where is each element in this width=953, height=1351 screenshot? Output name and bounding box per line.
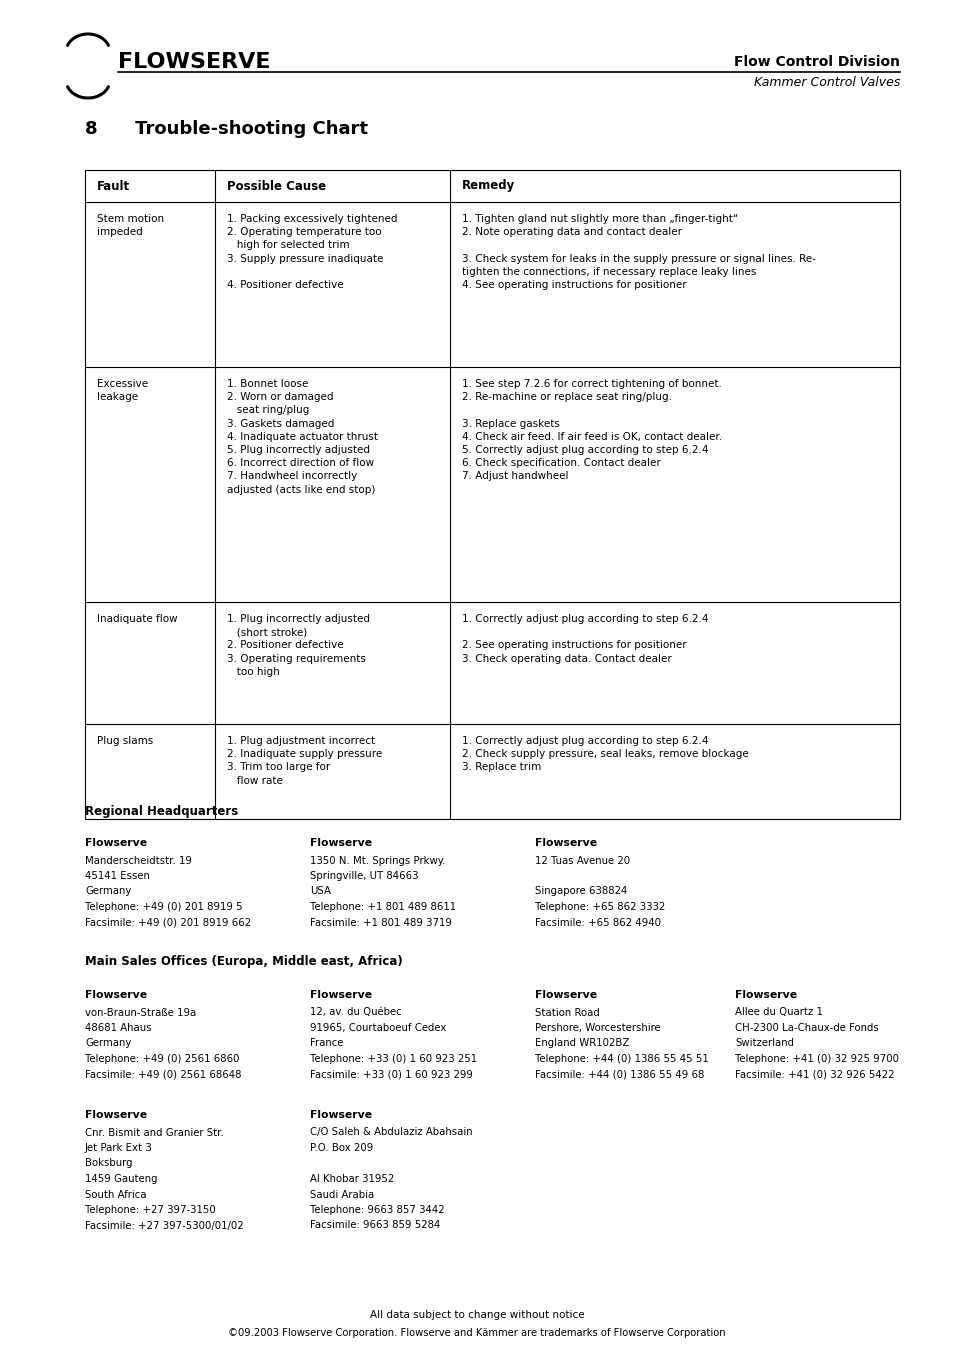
Text: 1. Plug adjustment incorrect
2. Inadiquate supply pressure
3. Trim too large for: 1. Plug adjustment incorrect 2. Inadiqua… <box>227 736 382 785</box>
Text: 1350 N. Mt. Springs Prkwy.: 1350 N. Mt. Springs Prkwy. <box>310 855 445 866</box>
Text: CH-2300 La-Chaux-de Fonds: CH-2300 La-Chaux-de Fonds <box>734 1023 878 1034</box>
Text: 12 Tuas Avenue 20: 12 Tuas Avenue 20 <box>535 855 630 866</box>
Text: Boksburg: Boksburg <box>85 1159 132 1169</box>
Text: Facsimile: +33 (0) 1 60 923 299: Facsimile: +33 (0) 1 60 923 299 <box>310 1070 473 1079</box>
Text: von-Braun-Straße 19a: von-Braun-Straße 19a <box>85 1008 196 1017</box>
Text: Telephone: +44 (0) 1386 55 45 51: Telephone: +44 (0) 1386 55 45 51 <box>535 1054 708 1065</box>
Text: Facsimile: +49 (0) 2561 68648: Facsimile: +49 (0) 2561 68648 <box>85 1070 241 1079</box>
Text: South Africa: South Africa <box>85 1189 147 1200</box>
Text: 1. Tighten gland nut slightly more than „finger-tight“
2. Note operating data an: 1. Tighten gland nut slightly more than … <box>461 213 815 290</box>
Text: France: France <box>310 1039 343 1048</box>
Text: Station Road: Station Road <box>535 1008 599 1017</box>
Text: Stem motion
impeded: Stem motion impeded <box>97 213 164 238</box>
Text: USA: USA <box>310 886 331 897</box>
Text: Telephone: +27 397-3150: Telephone: +27 397-3150 <box>85 1205 215 1215</box>
Text: 1. See step 7.2.6 for correct tightening of bonnet.
2. Re-machine or replace sea: 1. See step 7.2.6 for correct tightening… <box>461 380 721 481</box>
Text: England WR102BZ: England WR102BZ <box>535 1039 629 1048</box>
Text: Facsimile: +27 397-5300/01/02: Facsimile: +27 397-5300/01/02 <box>85 1220 243 1231</box>
Text: All data subject to change without notice: All data subject to change without notic… <box>370 1310 583 1320</box>
Text: Telephone: +41 (0) 32 925 9700: Telephone: +41 (0) 32 925 9700 <box>734 1054 898 1065</box>
Text: Telephone: +65 862 3332: Telephone: +65 862 3332 <box>535 902 664 912</box>
Text: Telephone: +1 801 489 8611: Telephone: +1 801 489 8611 <box>310 902 456 912</box>
Text: 1. Plug incorrectly adjusted
   (short stroke)
2. Positioner defective
3. Operat: 1. Plug incorrectly adjusted (short stro… <box>227 613 370 677</box>
Text: 1. Packing excessively tightened
2. Operating temperature too
   high for select: 1. Packing excessively tightened 2. Oper… <box>227 213 397 290</box>
Text: Flow Control Division: Flow Control Division <box>733 55 899 69</box>
Text: Germany: Germany <box>85 886 132 897</box>
Text: Plug slams: Plug slams <box>97 736 153 746</box>
Text: Facsimile: +44 (0) 1386 55 49 68: Facsimile: +44 (0) 1386 55 49 68 <box>535 1070 703 1079</box>
Text: Flowserve: Flowserve <box>310 990 372 1000</box>
Text: Telephone: +49 (0) 201 8919 5: Telephone: +49 (0) 201 8919 5 <box>85 902 242 912</box>
Text: 1. Correctly adjust plug according to step 6.2.4
2. Check supply pressure, seal : 1. Correctly adjust plug according to st… <box>461 736 748 773</box>
Text: Flowserve: Flowserve <box>310 1111 372 1120</box>
Text: Germany: Germany <box>85 1039 132 1048</box>
Text: 1. Correctly adjust plug according to step 6.2.4

2. See operating instructions : 1. Correctly adjust plug according to st… <box>461 613 708 663</box>
Text: Fault: Fault <box>97 180 130 192</box>
Text: Singapore 638824: Singapore 638824 <box>535 886 627 897</box>
Text: 1459 Gauteng: 1459 Gauteng <box>85 1174 157 1183</box>
Text: 45141 Essen: 45141 Essen <box>85 871 150 881</box>
Text: Cnr. Bismit and Granier Str.: Cnr. Bismit and Granier Str. <box>85 1128 224 1138</box>
Text: 48681 Ahaus: 48681 Ahaus <box>85 1023 152 1034</box>
Text: Facsimile: +65 862 4940: Facsimile: +65 862 4940 <box>535 917 660 928</box>
Text: Flowserve: Flowserve <box>85 990 147 1000</box>
Text: Remedy: Remedy <box>461 180 515 192</box>
Text: Flowserve: Flowserve <box>85 1111 147 1120</box>
Text: Flowserve: Flowserve <box>535 990 597 1000</box>
Text: 1. Bonnet loose
2. Worn or damaged
   seat ring/plug
3. Gaskets damaged
4. Inadi: 1. Bonnet loose 2. Worn or damaged seat … <box>227 380 377 494</box>
Text: Facsimile: +41 (0) 32 926 5422: Facsimile: +41 (0) 32 926 5422 <box>734 1070 894 1079</box>
Text: 12, av. du Québec: 12, av. du Québec <box>310 1008 401 1017</box>
Text: Flowserve: Flowserve <box>310 838 372 848</box>
FancyBboxPatch shape <box>85 170 899 819</box>
Text: Facsimile: +1 801 489 3719: Facsimile: +1 801 489 3719 <box>310 917 452 928</box>
Text: Saudi Arabia: Saudi Arabia <box>310 1189 374 1200</box>
Text: Possible Cause: Possible Cause <box>227 180 326 192</box>
Text: Telephone: 9663 857 3442: Telephone: 9663 857 3442 <box>310 1205 444 1215</box>
Text: Switzerland: Switzerland <box>734 1039 793 1048</box>
Text: Al Khobar 31952: Al Khobar 31952 <box>310 1174 394 1183</box>
Text: Jet Park Ext 3: Jet Park Ext 3 <box>85 1143 152 1152</box>
Text: FLOWSERVE: FLOWSERVE <box>118 51 271 72</box>
Text: Facsimile: 9663 859 5284: Facsimile: 9663 859 5284 <box>310 1220 440 1231</box>
Text: Manderscheidtstr. 19: Manderscheidtstr. 19 <box>85 855 192 866</box>
Text: Excessive
leakage: Excessive leakage <box>97 380 148 403</box>
Text: Flowserve: Flowserve <box>85 838 147 848</box>
Text: Inadiquate flow: Inadiquate flow <box>97 613 177 624</box>
Text: P.O. Box 209: P.O. Box 209 <box>310 1143 373 1152</box>
Text: Telephone: +33 (0) 1 60 923 251: Telephone: +33 (0) 1 60 923 251 <box>310 1054 476 1065</box>
Text: Springville, UT 84663: Springville, UT 84663 <box>310 871 418 881</box>
Text: Pershore, Worcestershire: Pershore, Worcestershire <box>535 1023 659 1034</box>
Text: 91965, Courtaboeuf Cedex: 91965, Courtaboeuf Cedex <box>310 1023 446 1034</box>
Text: Telephone: +49 (0) 2561 6860: Telephone: +49 (0) 2561 6860 <box>85 1054 239 1065</box>
Text: Flowserve: Flowserve <box>734 990 797 1000</box>
Text: 8      Trouble-shooting Chart: 8 Trouble-shooting Chart <box>85 120 368 138</box>
Text: C/O Saleh & Abdulaziz Abahsain: C/O Saleh & Abdulaziz Abahsain <box>310 1128 472 1138</box>
Text: Regional Headquarters: Regional Headquarters <box>85 805 238 817</box>
Text: Kammer Control Valves: Kammer Control Valves <box>753 76 899 89</box>
Text: ©09.2003 Flowserve Corporation. Flowserve and Kämmer are trademarks of Flowserve: ©09.2003 Flowserve Corporation. Flowserv… <box>228 1328 725 1337</box>
Text: Facsimile: +49 (0) 201 8919 662: Facsimile: +49 (0) 201 8919 662 <box>85 917 251 928</box>
Text: Flowserve: Flowserve <box>535 838 597 848</box>
Text: Main Sales Offices (Europa, Middle east, Africa): Main Sales Offices (Europa, Middle east,… <box>85 955 402 969</box>
Text: Allee du Quartz 1: Allee du Quartz 1 <box>734 1008 822 1017</box>
